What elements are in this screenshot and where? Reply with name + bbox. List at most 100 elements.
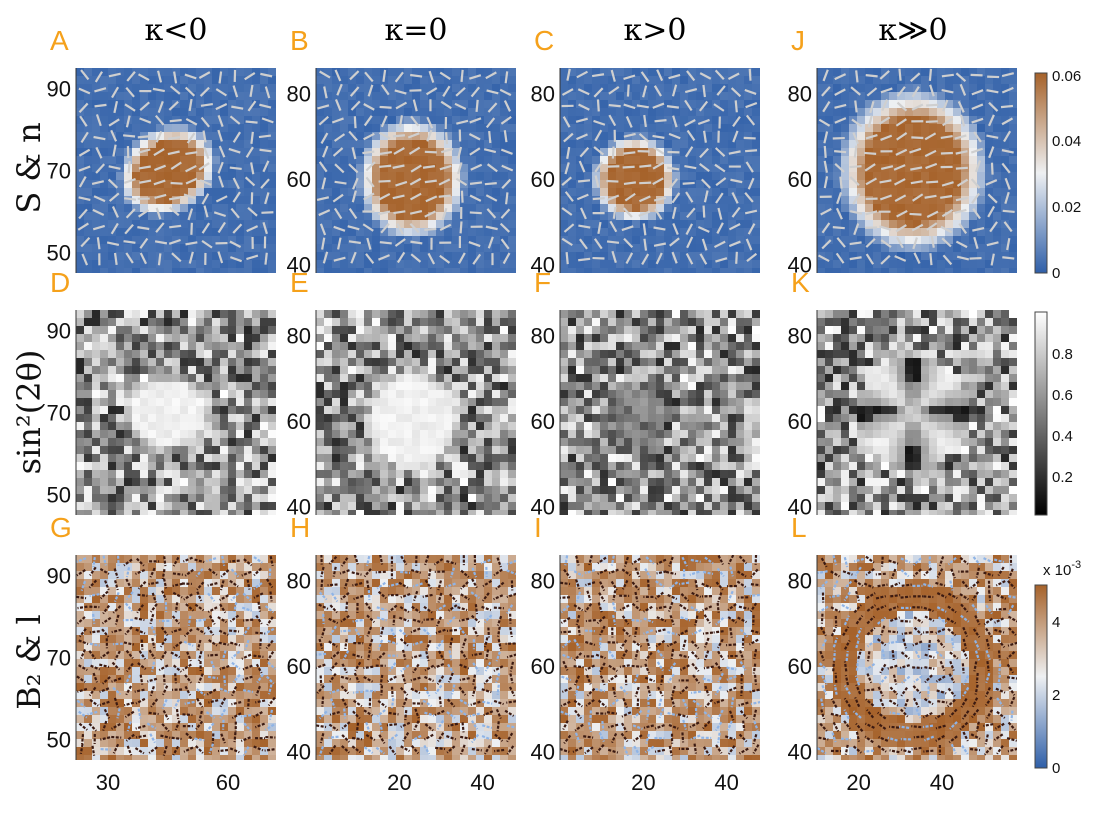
colorbar-row2-tick-1: 0.8: [1052, 346, 1073, 363]
colorbar-row1: 0.06 0.04 0.02 0: [1034, 68, 1081, 282]
l-sticks-G: [76, 555, 276, 757]
y-tick-B-1: 60: [287, 167, 311, 192]
y-tick-I-1: 60: [531, 654, 555, 679]
y-tick-E-1: 60: [287, 409, 311, 434]
panel-label-C: C: [534, 25, 554, 56]
y-tick-A-2: 90: [47, 77, 71, 102]
x-tick-H-0: 20: [387, 770, 411, 795]
panel-L-field: [817, 555, 1017, 760]
y-tick-J-2: 80: [788, 82, 812, 107]
panel-label-A: A: [50, 25, 69, 56]
panel-G-field: [76, 555, 276, 760]
colorbar-row2-tick-3: 0.4: [1052, 428, 1073, 445]
director-sticks-B: [316, 69, 514, 266]
y-tick-D-0: 50: [47, 483, 71, 508]
row-label-b2-l: B₂ & l: [10, 614, 48, 709]
row-label-sin2: sin²(2θ): [10, 350, 48, 475]
y-tick-L-1: 60: [788, 654, 812, 679]
panel-label-D: D: [50, 267, 70, 298]
panel-B-field: [316, 68, 516, 273]
colorbar-row1-tick-4: 0: [1052, 265, 1060, 282]
column-header-4: κ≫0: [878, 13, 947, 48]
y-tick-G-1: 70: [47, 646, 71, 671]
y-tick-J-1: 60: [788, 167, 812, 192]
panel-K: K 40 60 80: [788, 267, 1017, 519]
panel-I-field: [560, 555, 760, 760]
y-tick-I-2: 80: [531, 569, 555, 594]
x-tick-G-0: 30: [96, 770, 120, 795]
panel-label-F: F: [534, 267, 551, 298]
colorbar-row2: 0.8 0.6 0.4 0.2: [1034, 311, 1073, 516]
panel-L: L 40 60 80 20 40: [788, 512, 1017, 795]
colorbar-row3-tick-1: 4: [1052, 614, 1060, 631]
y-tick-G-0: 50: [47, 728, 71, 753]
colorbar-row1-tick-1: 0.06: [1052, 68, 1081, 85]
y-tick-L-0: 40: [788, 739, 812, 764]
y-tick-H-0: 40: [287, 739, 311, 764]
director-sticks-A: [77, 69, 274, 266]
colorbar-row3-exponent: x 10-3: [1043, 559, 1081, 579]
y-tick-G-2: 90: [47, 564, 71, 589]
y-tick-I-0: 40: [531, 739, 555, 764]
y-tick-C-1: 60: [531, 167, 555, 192]
x-tick-I-0: 20: [631, 770, 655, 795]
panel-label-H: H: [290, 512, 310, 543]
l-sticks-I: [560, 555, 760, 757]
colorbar-row2-tick-2: 0.6: [1052, 387, 1073, 404]
x-tick-H-1: 40: [470, 770, 494, 795]
colorbar-row2-tick-4: 0.2: [1052, 469, 1073, 486]
panel-D-field: [76, 310, 276, 515]
colorbar-row1-tick-2: 0.04: [1052, 133, 1081, 150]
x-tick-L-0: 20: [846, 770, 870, 795]
y-tick-D-2: 90: [47, 319, 71, 344]
y-tick-K-1: 60: [788, 409, 812, 434]
y-tick-C-2: 80: [531, 82, 555, 107]
colorbar-row1-tick-3: 0.02: [1052, 199, 1081, 216]
y-tick-J-0: 40: [788, 252, 812, 277]
panel-label-G: G: [50, 512, 72, 543]
panel-I: I 40 60 80 20 40: [531, 512, 760, 795]
panel-label-K: K: [791, 267, 810, 298]
y-tick-K-0: 40: [788, 494, 812, 519]
column-header-1: κ<0: [145, 13, 208, 48]
panel-grid: A507090B406080C406080J406080D507090E4060…: [47, 25, 1017, 795]
y-tick-F-2: 80: [531, 324, 555, 349]
panel-G: G 50 70 90 30 60: [47, 512, 276, 795]
panel-label-E: E: [290, 267, 309, 298]
panel-A: A 50 70 90: [47, 25, 276, 273]
colorbar-row3-tick-3: 0: [1052, 760, 1060, 777]
y-tick-D-1: 70: [47, 401, 71, 426]
colorbar-row3-exponent-power: -3: [1071, 559, 1081, 571]
row-label-s-n: S & n: [10, 122, 48, 213]
panel-J: J 40 60 80: [788, 25, 1017, 277]
y-tick-F-0: 40: [531, 494, 555, 519]
director-sticks-C: [561, 68, 758, 266]
panel-label-L: L: [791, 512, 807, 543]
panel-label-B: B: [290, 25, 309, 56]
colorbar-row1-bar: [1034, 72, 1048, 274]
l-sticks-L: [817, 555, 1017, 756]
panel-K-field: [817, 310, 1017, 515]
y-tick-H-2: 80: [287, 569, 311, 594]
y-tick-L-2: 80: [788, 569, 812, 594]
panel-E: E 40 60 80: [287, 267, 516, 519]
y-tick-F-1: 60: [531, 409, 555, 434]
y-tick-E-0: 40: [287, 494, 311, 519]
y-tick-C-0: 40: [531, 252, 555, 277]
column-header-3: κ>0: [624, 13, 687, 48]
x-tick-G-1: 60: [216, 770, 240, 795]
panel-H-field: [316, 555, 516, 760]
colorbar-row3-bar: [1034, 584, 1048, 769]
panel-C: C 40 60 80: [531, 25, 760, 277]
panel-label-J: J: [791, 25, 805, 56]
colorbar-row3-exponent-base: x 10: [1043, 562, 1071, 579]
column-header-2: κ=0: [385, 13, 448, 48]
colorbar-row2-bar: [1034, 311, 1048, 516]
panel-E-field: [316, 310, 516, 515]
y-tick-B-0: 40: [287, 252, 311, 277]
panel-C-field: [560, 68, 760, 273]
colorbar-row3-tick-2: 2: [1052, 687, 1060, 704]
y-tick-A-1: 70: [47, 159, 71, 184]
panel-J-field: [817, 68, 1017, 273]
